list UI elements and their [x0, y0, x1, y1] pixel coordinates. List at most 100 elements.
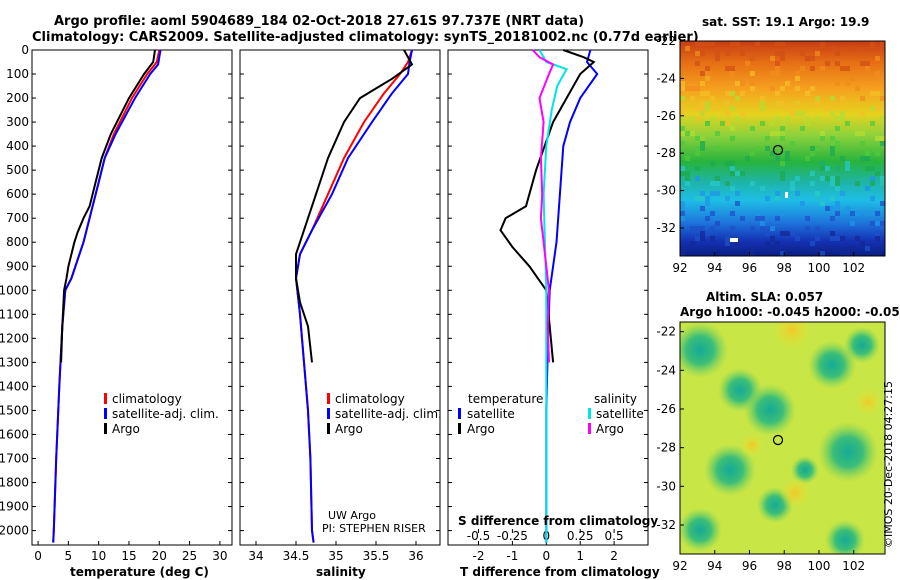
sst-pixel: [870, 91, 875, 96]
sst-pixel: [855, 236, 860, 241]
sst-pixel: [710, 211, 715, 216]
legend-s-argo-label: Argo: [596, 422, 624, 436]
sst-pixel: [825, 106, 830, 111]
sst-pixel: [740, 91, 745, 96]
sst-pixel: [855, 211, 860, 216]
legend-s-satellite-label: satellite: [596, 407, 644, 421]
sst-pixel: [680, 96, 685, 101]
sst-pixel: [760, 96, 765, 101]
sst-pixel: [860, 141, 865, 146]
sst-pixel: [830, 151, 835, 156]
sst-pixel: [695, 76, 700, 81]
sst-pixel: [705, 106, 710, 111]
x-tick-label: -0.25: [497, 529, 528, 543]
sst-pixel: [730, 126, 735, 131]
sst-pixel: [695, 116, 700, 121]
sst-pixel: [765, 146, 770, 151]
sst-pixel: [880, 201, 885, 206]
sst-pixel: [860, 61, 865, 66]
sst-pixel: [820, 41, 825, 46]
sst-pixel: [875, 56, 880, 61]
temperature-plot-frame: [31, 49, 233, 546]
sst-pixel: [815, 76, 820, 81]
sst-pixel: [815, 236, 820, 241]
sst-pixel: [790, 181, 795, 186]
sst-pixel: [875, 221, 880, 226]
sst-pixel: [755, 211, 760, 216]
sst-pixel: [835, 166, 840, 171]
x-tick-label: 2: [610, 549, 618, 563]
x-tick-label: 20: [152, 549, 167, 563]
sst-pixel: [740, 51, 745, 56]
salinity-xlabel: salinity: [316, 565, 366, 579]
sst-pixel: [845, 251, 850, 256]
sst-pixel: [700, 91, 705, 96]
sst-pixel: [830, 216, 835, 221]
sst-pixel: [760, 221, 765, 226]
sst-pixel: [830, 46, 835, 51]
map-x-tick-label: 96: [742, 559, 757, 573]
sla-low-eddy: [808, 341, 856, 389]
sst-pixel: [780, 101, 785, 106]
depth-tick-label: 600: [6, 187, 29, 201]
sst-pixel: [760, 226, 765, 231]
sst-pixel: [770, 151, 775, 156]
sst-pixel: [690, 241, 695, 246]
sst-pixel: [700, 191, 705, 196]
sst-pixel: [855, 86, 860, 91]
sst-pixel: [770, 86, 775, 91]
sst-pixel: [705, 196, 710, 201]
sst-pixel: [870, 196, 875, 201]
sst-pixel: [775, 241, 780, 246]
sst-float-marker: [772, 144, 784, 156]
salinity-panel: 34 34.5 35 35.5 36 salinity climatology sate…: [239, 49, 442, 579]
legend-argo-label: Argo: [112, 422, 140, 436]
sla-map: Altim. SLA: 0.057 Argo h1000: -0.045 h20…: [656, 290, 900, 573]
sst-pixel: [740, 81, 745, 86]
sst-pixel: [690, 86, 695, 91]
depth-tick-label: 200: [6, 91, 29, 105]
sst-pixel: [780, 171, 785, 176]
sst-pixel: [685, 181, 690, 186]
sst-pixel: [680, 201, 685, 206]
sst-pixel: [860, 156, 865, 161]
sst-pixel: [810, 86, 815, 91]
sst-pixel: [880, 141, 885, 146]
sst-pixel: [820, 161, 825, 166]
sst-pixel: [700, 136, 705, 141]
sst-pixel: [820, 166, 825, 171]
sst-pixel: [880, 136, 885, 141]
sst-pixel: [865, 211, 870, 216]
sla-high-eddy: [779, 477, 811, 509]
sst-pixel: [705, 216, 710, 221]
difference-lines: [499, 49, 599, 543]
x-tick-label: 35.5: [363, 549, 390, 563]
sst-pixel: [705, 101, 710, 106]
sst-pixel: [700, 146, 705, 151]
depth-tick-label: 1400: [0, 379, 29, 393]
sst-pixel: [700, 236, 705, 241]
sst-pixel: [695, 226, 700, 231]
sst-map-frame: [679, 40, 886, 257]
sst-pixel: [695, 51, 700, 56]
sst-pixel: [730, 161, 735, 166]
depth-tick-label: 400: [6, 139, 29, 153]
x-tick-label: 10: [91, 549, 106, 563]
series-line-temperature-argo: [499, 49, 596, 363]
sst-pixel: [870, 211, 875, 216]
sst-pixel: [820, 201, 825, 206]
legend-satellite-label: satellite-adj. clim.: [335, 407, 442, 421]
sst-pixel: [770, 246, 775, 251]
depth-tick-label: 1900: [0, 500, 29, 514]
sst-pixel: [725, 91, 730, 96]
sst-pixel: [840, 96, 845, 101]
sst-pixel: [810, 146, 815, 151]
sst-pixel: [840, 191, 845, 196]
sst-pixel: [810, 171, 815, 176]
sst-pixel: [765, 196, 770, 201]
sst-pixel: [715, 56, 720, 61]
difference-legend-temperature: temperature satellite Argo: [458, 392, 543, 436]
series-line-argo: [295, 49, 414, 363]
sst-pixel: [700, 41, 705, 46]
sst-pixel: [710, 181, 715, 186]
